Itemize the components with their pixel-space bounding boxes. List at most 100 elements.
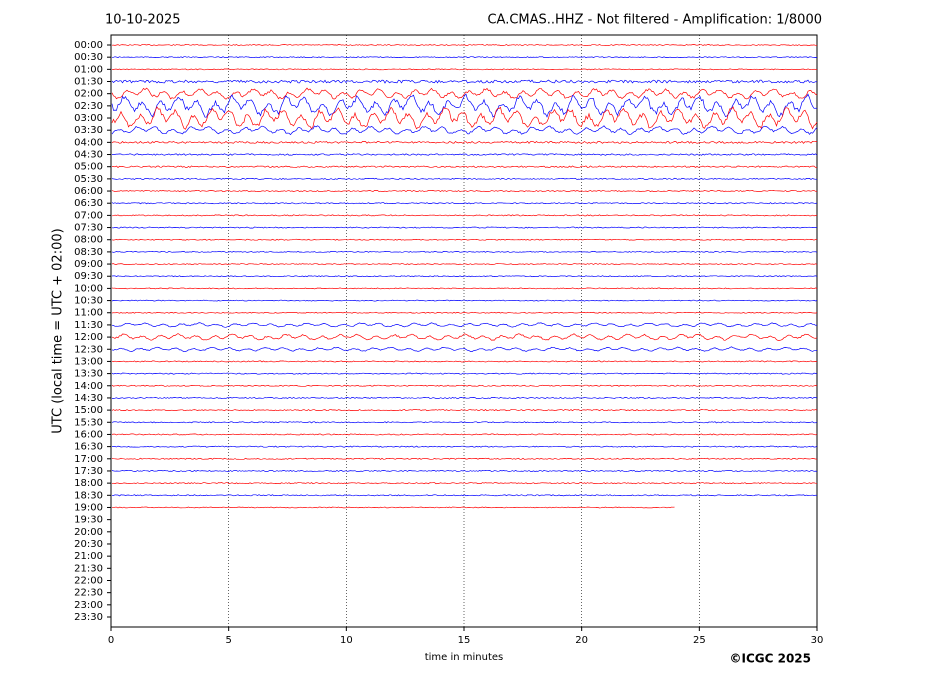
y-tick-label: 00:30	[74, 52, 103, 63]
y-tick-label: 17:00	[74, 454, 103, 465]
x-tick-label: 15	[458, 635, 471, 646]
y-tick-label: 03:30	[74, 125, 103, 136]
y-tick-label: 09:30	[74, 271, 103, 282]
trace	[111, 125, 818, 136]
trace	[112, 445, 818, 448]
plot-frame	[110, 34, 818, 628]
trace	[111, 482, 818, 485]
y-tick-label: 18:30	[74, 490, 103, 501]
y-tick-label: 14:00	[74, 381, 103, 392]
trace	[111, 469, 818, 472]
trace	[111, 457, 818, 460]
y-tick-label: 01:30	[74, 77, 103, 88]
y-tick-label: 16:00	[74, 429, 103, 440]
x-axis-label: time in minutes	[425, 652, 504, 663]
x-tick-label: 0	[108, 635, 114, 646]
date-title: 10-10-2025	[105, 13, 181, 28]
y-tick-label: 11:30	[74, 320, 103, 331]
trace	[111, 106, 818, 130]
y-tick-label: 03:00	[74, 113, 103, 124]
y-tick-label: 15:30	[74, 417, 103, 428]
y-tick-label: 22:30	[74, 588, 103, 599]
y-tick-label: 06:00	[74, 186, 103, 197]
y-tick-label: 04:30	[74, 150, 103, 161]
y-tick-label: 00:00	[74, 40, 103, 51]
y-tick-label: 20:00	[74, 527, 103, 538]
y-tick-label: 09:00	[74, 259, 103, 270]
trace	[111, 299, 818, 302]
y-tick-label: 08:30	[74, 247, 103, 258]
y-tick-label: 02:30	[74, 101, 103, 112]
y-tick-label: 12:30	[74, 344, 103, 355]
chart-title: CA.CMAS..HHZ - Not filtered - Amplificat…	[487, 13, 822, 28]
x-tick-label: 5	[225, 635, 231, 646]
trace	[111, 238, 818, 241]
y-tick-label: 13:30	[74, 369, 103, 380]
trace	[112, 56, 818, 59]
y-tick-label: 04:00	[74, 137, 103, 148]
trace	[111, 409, 818, 412]
trace	[111, 226, 818, 229]
trace	[111, 153, 818, 156]
y-tick-label: 10:00	[74, 283, 103, 294]
trace	[111, 433, 818, 436]
trace	[111, 322, 818, 328]
trace	[111, 202, 818, 205]
trace	[111, 251, 818, 253]
trace	[111, 68, 818, 71]
y-tick-label: 13:00	[74, 356, 103, 367]
x-tick-label: 10	[340, 635, 353, 646]
y-axis-label: UTC (local time = UTC + 02:00)	[51, 228, 66, 433]
y-tick-label: 21:30	[74, 563, 103, 574]
y-tick-label: 15:00	[74, 405, 103, 416]
trace	[111, 87, 818, 100]
trace	[112, 506, 675, 509]
y-tick-label: 19:00	[74, 502, 103, 513]
y-tick-label: 17:30	[74, 466, 103, 477]
y-tick-label: 19:30	[74, 515, 103, 526]
trace	[111, 311, 818, 314]
credit: ©ICGC 2025	[729, 652, 811, 666]
trace	[111, 140, 818, 144]
y-tick-label: 23:00	[74, 600, 103, 611]
trace	[111, 275, 818, 278]
trace	[112, 165, 818, 168]
y-tick-label: 20:30	[74, 539, 103, 550]
y-tick-label: 01:00	[74, 64, 103, 75]
y-tick-label: 02:00	[74, 89, 103, 100]
trace	[111, 372, 818, 375]
y-tick-label: 16:30	[74, 442, 103, 453]
y-tick-label: 06:30	[74, 198, 103, 209]
y-tick-label: 05:00	[74, 162, 103, 173]
trace	[111, 190, 818, 193]
trace	[111, 214, 818, 217]
x-tick-label: 20	[575, 635, 588, 646]
trace	[111, 360, 818, 363]
trace	[111, 494, 818, 497]
trace	[111, 333, 818, 341]
trace	[111, 287, 818, 290]
y-tick-label: 22:00	[74, 575, 103, 586]
trace	[111, 263, 818, 265]
y-tick-label: 07:30	[74, 223, 103, 234]
y-tick-label: 07:00	[74, 210, 103, 221]
y-tick-label: 18:00	[74, 478, 103, 489]
trace	[111, 177, 818, 180]
y-tick-label: 21:00	[74, 551, 103, 562]
y-tick-label: 10:30	[74, 296, 103, 307]
y-tick-label: 14:30	[74, 393, 103, 404]
y-tick-label: 12:00	[74, 332, 103, 343]
trace	[111, 421, 818, 424]
trace	[111, 384, 818, 387]
y-tick-label: 11:00	[74, 308, 103, 319]
trace	[111, 44, 818, 46]
trace	[111, 79, 818, 84]
x-tick-label: 30	[811, 635, 824, 646]
trace	[111, 93, 818, 118]
y-tick-label: 23:30	[74, 612, 103, 623]
y-tick-label: 08:00	[74, 235, 103, 246]
y-tick-label: 05:30	[74, 174, 103, 185]
trace	[111, 346, 818, 352]
trace	[111, 396, 818, 399]
